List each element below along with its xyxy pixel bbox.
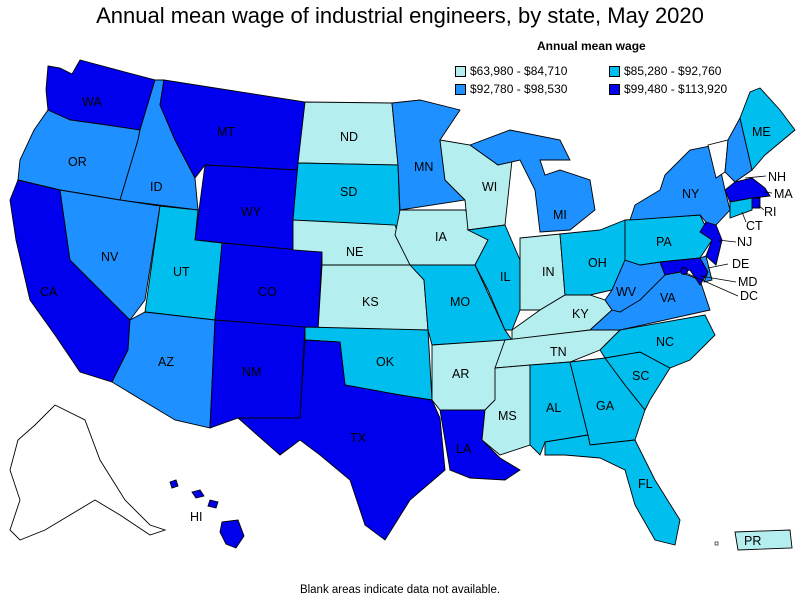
label-DE: DE [732,257,749,271]
label-NH: NH [768,170,786,184]
label-LA: LA [456,442,472,456]
label-IN: IN [542,265,555,279]
label-NE: NE [346,245,363,259]
label-MD: MD [738,275,757,289]
legend-item-tier4: $99,480 - $113,920 [609,82,779,96]
label-SD: SD [340,185,357,199]
label-VA: VA [660,291,676,305]
label-CA: CA [40,285,58,299]
label-NC: NC [656,335,674,349]
label-GA: GA [596,399,615,413]
label-ID: ID [150,180,163,194]
state-NY[interactable] [629,144,731,226]
pr-islet [714,541,719,546]
label-NV: NV [101,250,119,264]
label-UT: UT [173,265,190,279]
label-WY: WY [241,205,262,219]
state-CT[interactable] [729,197,753,219]
label-MS: MS [498,409,517,423]
label-OK: OK [376,355,395,369]
legend-label-tier4: $99,480 - $113,920 [624,82,728,96]
state-MI[interactable] [469,129,596,233]
label-NJ: NJ [737,235,752,249]
label-RI: RI [764,205,777,219]
hawaii-island-big-island [219,519,245,549]
label-OR: OR [68,155,87,169]
leader-CT [741,211,747,223]
state-NH[interactable] [724,116,753,183]
label-NM: NM [242,365,261,379]
hawaii-island-oahu [191,489,205,499]
label-KS: KS [362,295,379,309]
state-RI[interactable] [751,197,761,209]
label-MI: MI [553,208,567,222]
footer-note: Blank areas indicate data not available. [299,584,501,596]
state-AK[interactable] [9,404,167,541]
leader-MD [699,275,737,283]
label-IL: IL [500,270,510,284]
label-AL: AL [546,401,561,415]
leader-DC [685,272,739,297]
leader-RI [757,204,765,211]
state-ME[interactable] [739,87,796,171]
leader-DE [707,263,729,269]
state-NV[interactable] [59,189,161,321]
legend-item-tier2: $85,280 - $92,760 [609,64,779,78]
label-PR: PR [744,534,761,548]
label-PA: PA [656,235,672,249]
legend-label-tier3: $92,780 - $98,530 [470,82,568,96]
leader-NH [744,175,767,179]
leader-NJ [717,239,737,243]
state-DE[interactable] [699,255,713,283]
label-SC: SC [632,369,649,383]
label-NY: NY [682,187,700,201]
hawaii-island-molokai [207,499,219,509]
leader-MA [763,191,773,194]
label-WV: WV [616,285,637,299]
legend-swatch-tier3 [455,83,466,95]
legend-swatch-tier4 [609,83,620,95]
label-IA: IA [435,230,447,244]
label-CT: CT [746,219,763,233]
hawaii-island-kauai [169,479,179,489]
label-MT: MT [217,125,235,139]
state-PR[interactable] [734,529,793,551]
state-HI[interactable] [169,479,245,549]
label-ND: ND [340,130,358,144]
label-MN: MN [414,160,433,174]
label-MA: MA [774,187,793,201]
label-FL: FL [638,477,653,491]
state-TX[interactable] [236,339,446,541]
label-OH: OH [588,256,607,270]
label-MO: MO [450,295,470,309]
state-FL[interactable] [544,434,681,546]
state-DC[interactable] [680,267,688,275]
state-IL[interactable] [466,224,521,331]
label-DC: DC [740,289,758,303]
legend-item-tier1: $63,980 - $84,710 [455,64,605,78]
label-WA: WA [82,95,102,109]
legend-label-tier1: $63,980 - $84,710 [470,64,568,78]
state-NC[interactable] [599,314,716,369]
state-NJ[interactable] [699,221,723,266]
legend-swatch-tier2 [609,65,620,77]
label-ME: ME [752,125,771,139]
legend-swatch-tier1 [455,65,466,77]
label-KY: KY [572,307,589,321]
legend-label-tier2: $85,280 - $92,760 [624,64,722,78]
label-AZ: AZ [158,355,174,369]
legend: $63,980 - $84,710 $85,280 - $92,760 $92,… [455,64,795,96]
label-TX: TX [350,431,367,445]
label-HI: HI [190,510,203,524]
label-CO: CO [258,285,277,299]
label-TN: TN [550,345,567,359]
map-title: Annual mean wage of industrial engineers… [96,3,704,28]
label-WI: WI [482,180,497,194]
legend-title: Annual mean wage [537,39,646,53]
legend-item-tier3: $92,780 - $98,530 [455,82,605,96]
label-AR: AR [452,367,469,381]
